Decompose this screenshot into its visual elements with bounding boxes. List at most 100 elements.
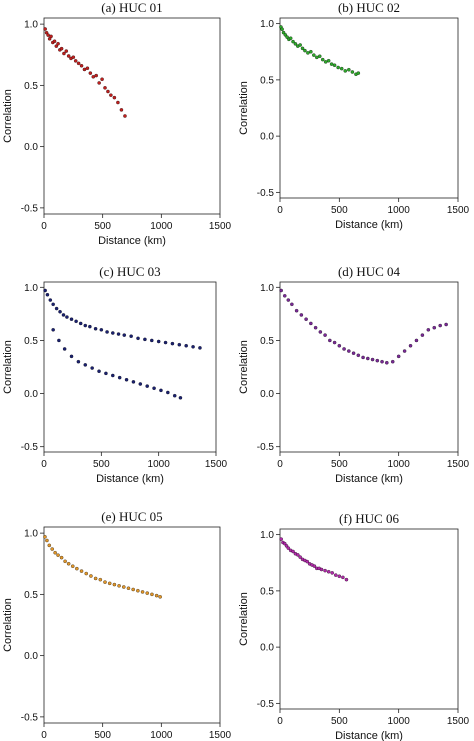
data-point: [408, 343, 413, 348]
data-point: [51, 302, 55, 307]
data-point: [90, 366, 94, 370]
x-tick-label: 500: [93, 459, 110, 470]
data-point: [158, 595, 162, 599]
data-point: [126, 586, 131, 591]
data-point: [104, 371, 108, 376]
y-tick-label: 1.0: [24, 20, 38, 31]
data-point: [315, 55, 319, 60]
y-axis-label: Correlation: [2, 340, 14, 394]
data-point: [375, 358, 380, 363]
data-point: [53, 550, 57, 555]
data-point: [61, 313, 66, 317]
y-tick-label: 1.0: [24, 529, 38, 540]
panel-title: (b) HUC 02: [338, 0, 400, 15]
data-point: [51, 328, 55, 332]
y-tick-label: 0.0: [260, 132, 274, 143]
data-point: [105, 330, 109, 334]
data-point: [339, 66, 344, 71]
data-point: [344, 577, 349, 582]
plot-frame: [43, 17, 221, 215]
data-point: [172, 393, 177, 398]
data-point: [98, 577, 103, 582]
data-point: [284, 544, 289, 548]
scatter-points: [43, 27, 127, 118]
chart-panel-3: (c) HUC 03 0 500 1000 1500 -0.5 0.0 0.5 1.0 Dista…: [2, 264, 228, 485]
y-tick-label: -0.5: [257, 699, 275, 710]
data-point: [347, 68, 351, 72]
y-tick-label: 0.5: [24, 336, 38, 347]
data-point: [43, 288, 47, 293]
panel-title: (a) HUC 01: [101, 0, 162, 15]
data-point: [88, 324, 92, 329]
data-point: [342, 347, 346, 351]
data-point: [329, 62, 334, 66]
data-point: [356, 71, 361, 75]
x-tick-label: 1000: [388, 205, 411, 216]
data-point: [326, 59, 331, 63]
data-point: [163, 340, 168, 345]
y-tick-label: 0.0: [24, 142, 38, 153]
data-point: [282, 294, 287, 298]
scatter-points: [279, 25, 361, 77]
x-tick-label: 0: [41, 221, 47, 232]
data-point: [75, 566, 79, 571]
data-point: [136, 588, 140, 593]
data-point: [66, 54, 71, 58]
data-point: [85, 66, 90, 70]
data-point: [282, 541, 287, 546]
data-point: [198, 346, 202, 350]
y-axis-label: Correlation: [2, 598, 14, 652]
data-point: [84, 571, 88, 576]
data-point: [131, 380, 136, 384]
x-tick-label: 0: [41, 730, 47, 741]
data-point: [145, 591, 149, 595]
y-tick-label: -0.5: [21, 712, 39, 723]
data-point: [76, 61, 81, 66]
x-tick-label: 1500: [447, 205, 470, 216]
data-point: [122, 585, 126, 589]
scatter-points: [279, 288, 448, 365]
y-axis-label: Correlation: [238, 340, 250, 394]
data-point: [166, 390, 170, 395]
data-point: [319, 567, 324, 572]
data-point: [177, 342, 182, 347]
y-tick-label: -0.5: [21, 203, 39, 214]
data-point: [94, 73, 98, 78]
data-point: [64, 49, 69, 53]
scatter-points: [43, 535, 162, 599]
scatter-points: [43, 288, 202, 400]
x-tick-label: 1000: [388, 716, 411, 727]
data-point: [103, 580, 107, 584]
data-point: [303, 48, 307, 53]
data-point: [426, 328, 431, 332]
x-tick-label: 1500: [209, 730, 232, 741]
data-point: [103, 86, 107, 90]
plot-frame: [279, 528, 459, 710]
data-point: [59, 46, 64, 51]
chart-panel-6: (f) HUC 06 0 500 1000 1500 -0.5 0.0 0.5 1.0 Dista…: [238, 511, 470, 741]
data-point: [111, 331, 115, 335]
data-point: [317, 54, 322, 59]
data-point: [79, 569, 84, 573]
data-point: [76, 359, 81, 364]
data-point: [191, 345, 195, 349]
x-axis-label: Distance (km): [96, 473, 164, 485]
data-point: [65, 315, 69, 319]
data-point: [280, 27, 284, 31]
x-tick-label: 1500: [447, 716, 470, 727]
x-tick-label: 500: [94, 221, 111, 232]
data-point: [370, 357, 375, 362]
plot-frame: [279, 281, 459, 453]
plot-frame: [43, 281, 217, 453]
data-point: [112, 95, 117, 100]
y-axis-label: Correlation: [238, 592, 250, 646]
data-point: [99, 328, 104, 332]
data-point: [111, 373, 115, 378]
data-point: [312, 564, 317, 568]
x-tick-label: 1500: [447, 459, 470, 470]
data-point: [106, 89, 110, 94]
data-point: [83, 363, 88, 367]
data-point: [52, 39, 57, 44]
data-point: [336, 65, 340, 70]
